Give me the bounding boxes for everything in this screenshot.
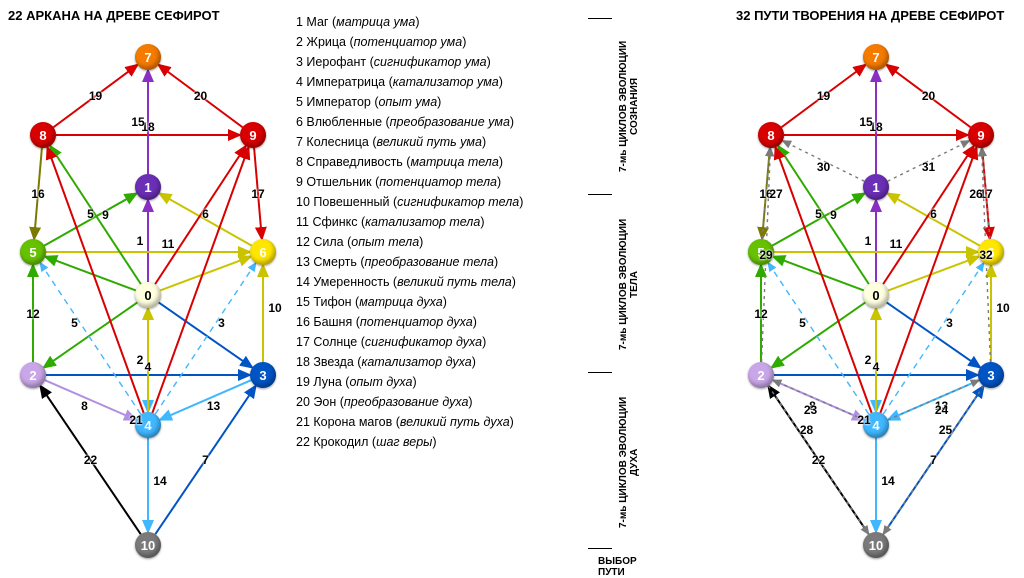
arcana-row: 11 Сфинкс (катализатор тела) (296, 212, 666, 232)
edge (34, 148, 42, 239)
tick (588, 18, 612, 19)
edge (47, 147, 143, 413)
edge (887, 193, 979, 245)
node-5: 5 (20, 239, 46, 265)
node-9: 9 (240, 122, 266, 148)
arcana-row: 15 Тифон (матрица духа) (296, 292, 666, 312)
arcana-row: 13 Смерть (преобразование тела) (296, 252, 666, 272)
arcana-row: 1 Маг (матрица ума) (296, 12, 666, 32)
tick (588, 194, 612, 195)
left-panel: 22 АРКАНА НА ДРЕВЕ СЕФИРОТ 789156023410 … (8, 8, 288, 566)
arcana-row: 21 Корона магов (великий путь духа) (296, 412, 666, 432)
arcana-row: 9 Отшельник (потенциатор тела) (296, 172, 666, 192)
node-2: 2 (748, 362, 774, 388)
node-1: 1 (135, 174, 161, 200)
arcana-row: 8 Справедливость (матрица тела) (296, 152, 666, 172)
node-0: 0 (863, 282, 889, 308)
edge (40, 263, 141, 414)
edge (254, 148, 262, 239)
node-6: 6 (250, 239, 276, 265)
edge (40, 386, 140, 534)
node-2: 2 (20, 362, 46, 388)
edge (883, 263, 984, 414)
edge (53, 65, 137, 127)
node-5: 5 (748, 239, 774, 265)
node-9: 9 (968, 122, 994, 148)
node-4: 4 (135, 412, 161, 438)
arcana-row: 18 Звезда (катализатор духа) (296, 352, 666, 372)
node-7: 7 (863, 44, 889, 70)
arcana-row: 4 Императрица (катализатор ума) (296, 72, 666, 92)
arcana-row: 19 Луна (опыт духа) (296, 372, 666, 392)
cycle-bracket: 7-мь ЦИКЛОВ ЭВОЛЮЦИИТЕЛА (618, 198, 640, 370)
edge (152, 147, 248, 413)
arcana-row: 2 Жрица (потенциатор ума) (296, 32, 666, 52)
edge (781, 65, 865, 127)
arcana-row: 20 Эон (преобразование духа) (296, 392, 666, 412)
edge (158, 65, 242, 127)
node-10: 10 (863, 532, 889, 558)
bottom-label: ВЫБОР ПУТИ (598, 556, 666, 578)
arcana-row: 3 Иерофант (сигнификатор ума) (296, 52, 666, 72)
edge (155, 263, 256, 414)
edge (160, 257, 251, 291)
arcana-row: 22 Крокодил (шаг веры) (296, 432, 666, 452)
left-title: 22 АРКАНА НА ДРЕВЕ СЕФИРОТ (8, 8, 288, 23)
edge (883, 386, 983, 534)
edge (773, 257, 864, 291)
right-title: 32 ПУТИ ТВОРЕНИЯ НА ДРЕВЕ СЕФИРОТ (736, 8, 1016, 23)
edge (888, 257, 979, 291)
edge (768, 263, 869, 414)
edge (159, 193, 251, 245)
edge (775, 147, 871, 413)
edge (772, 193, 864, 245)
tick (588, 548, 612, 549)
edge (783, 141, 865, 181)
arcana-list: 1 Маг (матрица ума)2 Жрица (потенциатор … (296, 12, 666, 452)
edge (44, 193, 136, 245)
node-10: 10 (135, 532, 161, 558)
tick (588, 372, 612, 373)
cycle-bracket: 7-мь ЦИКЛОВ ЭВОЛЮЦИИСОЗНАНИЯ (618, 20, 640, 192)
tree-22: 789156023410 192018151617561111210953481… (8, 27, 288, 567)
arcana-row: 6 Влюбленные (преобразование ума) (296, 112, 666, 132)
edge (880, 147, 976, 413)
node-7: 7 (135, 44, 161, 70)
node-3: 3 (978, 362, 1004, 388)
arcana-row: 7 Колесница (великий путь ума) (296, 132, 666, 152)
node-8: 8 (758, 122, 784, 148)
arcana-row: 16 Башня (потенциатор духа) (296, 312, 666, 332)
node-4: 4 (863, 412, 889, 438)
node-1: 1 (863, 174, 889, 200)
arcana-row: 10 Повешенный (сигнификатор тела) (296, 192, 666, 212)
node-3: 3 (250, 362, 276, 388)
right-panel: 32 ПУТИ ТВОРЕНИЯ НА ДРЕВЕ СЕФИРОТ 7 8 9 1 5 6… (736, 8, 1016, 566)
node-6: 6 (978, 239, 1004, 265)
edge (45, 257, 136, 291)
cycle-bracket: 7-мь ЦИКЛОВ ЭВОЛЮЦИИДУХА (618, 376, 640, 548)
tree-32: 789156023410 192018151617561111210953481… (736, 27, 1016, 567)
edge (886, 65, 970, 127)
arcana-row: 17 Солнце (сигнификатор духа) (296, 332, 666, 352)
node-8: 8 (30, 122, 56, 148)
edge (155, 386, 255, 534)
node-0: 0 (135, 282, 161, 308)
arcana-row: 12 Сила (опыт тела) (296, 232, 666, 252)
edge (888, 141, 970, 181)
arcana-row: 14 Умеренность (великий путь тела) (296, 272, 666, 292)
center-panel: 1 Маг (матрица ума)2 Жрица (потенциатор … (288, 8, 666, 566)
arcana-row: 5 Император (опыт ума) (296, 92, 666, 112)
